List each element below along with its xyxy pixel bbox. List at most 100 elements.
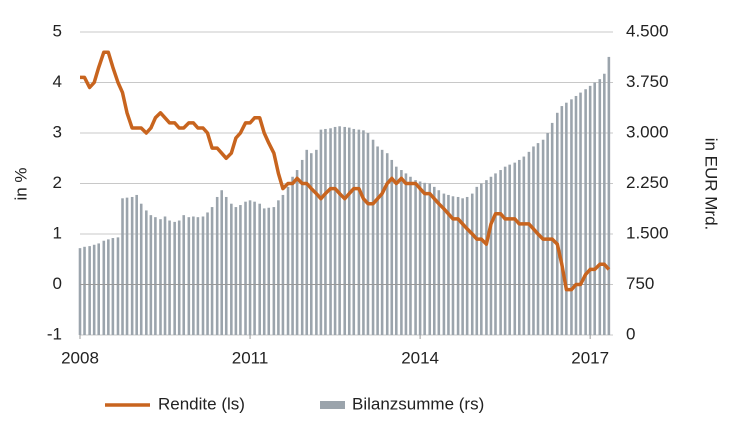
bar bbox=[565, 102, 568, 335]
bar bbox=[300, 159, 304, 335]
bar bbox=[177, 220, 181, 335]
bar bbox=[508, 164, 511, 335]
bar bbox=[253, 201, 256, 335]
bar bbox=[343, 126, 347, 335]
bar bbox=[281, 194, 285, 335]
bar bbox=[315, 149, 318, 335]
y2-tick-label: 3.750 bbox=[626, 72, 669, 91]
bar bbox=[366, 133, 370, 335]
bar bbox=[192, 216, 195, 335]
bar bbox=[385, 153, 389, 335]
bar bbox=[248, 200, 252, 335]
bar bbox=[532, 146, 535, 335]
bar bbox=[333, 126, 337, 335]
bar bbox=[522, 156, 526, 335]
bar bbox=[527, 151, 531, 335]
bar bbox=[159, 219, 162, 335]
bar bbox=[593, 82, 596, 335]
y2-tick-label: 4.500 bbox=[626, 21, 669, 40]
y-tick-label: -1 bbox=[47, 324, 62, 343]
bar bbox=[485, 180, 488, 335]
bar bbox=[234, 207, 238, 335]
bar bbox=[607, 56, 611, 336]
bar bbox=[111, 238, 115, 335]
y2-tick-label: 750 bbox=[626, 274, 654, 293]
bar bbox=[357, 129, 361, 335]
y-tick-label: 3 bbox=[53, 122, 62, 141]
bar bbox=[560, 106, 564, 335]
bar bbox=[291, 176, 294, 335]
bar bbox=[404, 173, 408, 335]
bar bbox=[121, 198, 124, 335]
bar bbox=[149, 215, 153, 335]
bar bbox=[518, 159, 521, 335]
bar bbox=[139, 203, 143, 335]
legend-label: Rendite (ls) bbox=[158, 394, 245, 413]
bar bbox=[295, 170, 299, 335]
y2-tick-label: 1.500 bbox=[626, 223, 669, 242]
bar bbox=[182, 215, 186, 335]
bar bbox=[494, 173, 497, 335]
bar bbox=[400, 170, 403, 335]
bar bbox=[130, 196, 134, 335]
bar bbox=[550, 122, 554, 336]
bar bbox=[437, 190, 441, 335]
y2-tick-label: 2.250 bbox=[626, 173, 669, 192]
y-tick-label: 1 bbox=[53, 223, 62, 242]
x-tick-label: 2008 bbox=[61, 348, 99, 367]
bar bbox=[570, 99, 573, 335]
bar bbox=[102, 240, 106, 335]
bar bbox=[267, 207, 271, 335]
bar bbox=[215, 196, 219, 335]
bar bbox=[230, 203, 233, 335]
bar bbox=[603, 73, 606, 335]
bar bbox=[206, 212, 209, 335]
bar bbox=[262, 208, 266, 335]
bar bbox=[376, 146, 379, 335]
bar bbox=[414, 180, 417, 335]
bar bbox=[319, 129, 323, 335]
y-tick-label: 0 bbox=[53, 274, 62, 293]
bar bbox=[78, 248, 82, 335]
bar bbox=[380, 149, 384, 335]
bar bbox=[239, 205, 242, 335]
bar bbox=[196, 217, 200, 335]
bar bbox=[305, 149, 309, 335]
y-axis-label: in % bbox=[11, 167, 30, 200]
bar bbox=[125, 197, 129, 335]
bar bbox=[395, 166, 398, 335]
bar bbox=[513, 162, 517, 335]
bar bbox=[116, 237, 120, 335]
bar bbox=[598, 79, 602, 335]
bar bbox=[277, 200, 280, 335]
bar bbox=[309, 153, 313, 335]
bar bbox=[272, 207, 276, 335]
bar bbox=[390, 159, 394, 335]
bar bbox=[258, 203, 261, 335]
bar bbox=[210, 207, 214, 335]
bar bbox=[201, 216, 205, 335]
bar bbox=[428, 183, 432, 335]
bar bbox=[555, 112, 559, 335]
bar bbox=[154, 217, 157, 335]
bar bbox=[173, 221, 176, 335]
bar bbox=[456, 196, 460, 335]
bar bbox=[489, 176, 493, 335]
bar bbox=[588, 85, 592, 335]
x-tick-label: 2011 bbox=[232, 348, 269, 367]
bar bbox=[352, 128, 356, 335]
bar bbox=[187, 217, 191, 335]
bar bbox=[503, 166, 507, 335]
bar bbox=[163, 216, 167, 335]
legend-label: Bilanzsumme (rs) bbox=[352, 394, 484, 413]
bar bbox=[135, 194, 138, 335]
bar bbox=[88, 246, 91, 335]
bar bbox=[83, 246, 86, 335]
y2-tick-label: 3.000 bbox=[626, 122, 669, 141]
bar bbox=[451, 196, 455, 335]
bar bbox=[168, 220, 171, 335]
bar bbox=[347, 127, 351, 335]
bar bbox=[107, 239, 110, 335]
y-tick-label: 2 bbox=[53, 173, 62, 192]
